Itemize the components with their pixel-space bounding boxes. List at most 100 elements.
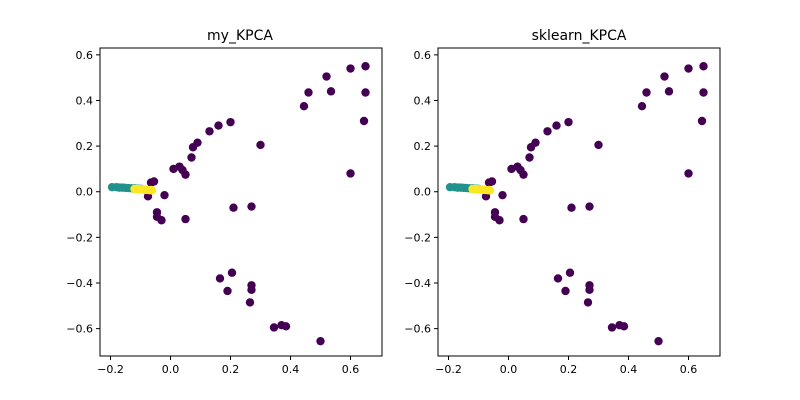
scatter-point-series-2-12 [147, 186, 157, 195]
scatter-point-series-0-5 [642, 88, 651, 97]
x-tick-label: −0.2 [435, 363, 462, 376]
subplot-title: sklearn_KPCA [532, 28, 627, 44]
scatter-point-series-0-33 [585, 285, 594, 295]
scatter-point-series-0-8 [346, 169, 355, 178]
y-axis-ticks: −0.6 −0.4 −0.2 0.0 0.2 0.4 0.6 [404, 49, 438, 336]
y-tick-label: −0.6 [66, 323, 93, 336]
scatter-point-series-0-2 [361, 88, 370, 97]
x-tick-label: 0.6 [680, 363, 698, 376]
y-tick-label: −0.4 [404, 277, 431, 290]
scatter-point-series-0-4 [664, 87, 674, 96]
scatter-point-series-0-6 [299, 101, 309, 111]
scatter-point-series-0-11 [214, 121, 223, 130]
y-tick-label: 0.0 [76, 186, 94, 199]
scatter-point-series-0-37 [281, 322, 291, 331]
scatter-point-series-0-21 [247, 202, 256, 211]
y-tick-label: −0.2 [66, 231, 93, 244]
y-tick-label: 0.6 [76, 49, 94, 62]
scatter-point-series-0-3 [322, 72, 331, 81]
y-axis-ticks: −0.6 −0.4 −0.2 0.0 0.2 0.4 0.6 [66, 49, 100, 336]
scatter-point-series-0-15 [187, 153, 196, 162]
x-tick-label: 0.6 [342, 363, 360, 376]
scatter-point-series-0-21 [585, 202, 594, 211]
scatter-point-series-0-31 [227, 268, 237, 277]
scatter-point-series-0-35 [245, 298, 255, 307]
scatter-point-series-0-39 [654, 336, 663, 346]
scatter-point-series-0-34 [223, 286, 232, 296]
points-layer [107, 62, 370, 346]
scatter-point-series-0-10 [564, 117, 573, 127]
scatter-point-series-0-18 [169, 164, 178, 174]
scatter-point-series-0-8 [684, 169, 693, 178]
scatter-point-series-0-5 [304, 88, 313, 97]
scatter-point-series-0-4 [326, 87, 336, 96]
y-tick-label: 0.2 [414, 140, 432, 153]
y-tick-label: 0.4 [414, 94, 432, 107]
scatter-point-series-0-0 [361, 62, 370, 71]
scatter-point-series-0-28 [484, 178, 494, 187]
y-tick-label: 0.0 [414, 186, 432, 199]
axes-frame [437, 47, 721, 357]
subplot-my-kpca: my_KPCA −0.2 0.0 0.2 0.4 0.6 −0.6 −0.4 −0.2 0.0… [66, 28, 383, 376]
scatter-point-series-0-35 [583, 298, 593, 307]
scatter-point-series-0-14 [526, 143, 536, 152]
axes-frame [99, 47, 383, 357]
x-tick-label: 0.4 [282, 363, 300, 376]
x-tick-label: −0.2 [97, 363, 124, 376]
scatter-point-series-0-22 [160, 190, 169, 200]
scatter-point-series-0-1 [684, 64, 693, 73]
y-tick-label: 0.6 [414, 49, 432, 62]
x-tick-label: 0.0 [500, 363, 518, 376]
x-axis-ticks: −0.2 0.0 0.2 0.4 0.6 [435, 356, 697, 376]
x-tick-label: 0.2 [222, 363, 240, 376]
y-tick-label: −0.4 [66, 277, 93, 290]
scatter-point-series-0-25 [495, 216, 504, 225]
scatter-point-series-0-19 [181, 170, 190, 179]
scatter-point-series-0-38 [269, 323, 279, 332]
scatter-point-series-0-25 [157, 216, 166, 225]
scatter-point-series-0-28 [146, 178, 156, 187]
scatter-point-series-0-7 [697, 116, 707, 126]
scatter-point-series-0-9 [594, 140, 603, 150]
scatter-point-series-0-34 [561, 286, 570, 296]
scatter-point-series-0-39 [316, 336, 325, 346]
scatter-point-series-0-7 [359, 116, 369, 126]
scatter-point-series-0-18 [507, 164, 516, 174]
scatter-point-series-0-2 [699, 88, 708, 97]
scatter-point-series-0-38 [607, 323, 617, 332]
scatter-point-series-0-0 [699, 62, 708, 71]
scatter-point-series-0-31 [565, 268, 575, 277]
scatter-point-series-0-20 [567, 203, 576, 212]
scatter-point-series-2-12 [485, 186, 495, 195]
scatter-point-series-0-12 [205, 127, 214, 136]
scatter-point-series-0-37 [619, 322, 629, 331]
scatter-point-series-0-11 [552, 121, 561, 130]
y-tick-label: 0.4 [76, 94, 94, 107]
x-axis-ticks: −0.2 0.0 0.2 0.4 0.6 [97, 356, 359, 376]
scatter-point-series-0-33 [247, 285, 256, 295]
scatter-point-series-0-19 [519, 170, 528, 179]
scatter-point-series-0-26 [519, 214, 528, 224]
scatter-point-series-0-15 [525, 153, 534, 162]
scatter-point-series-0-12 [543, 127, 552, 136]
scatter-point-series-0-6 [637, 101, 647, 111]
scatter-point-series-0-20 [229, 203, 238, 212]
x-tick-label: 0.2 [560, 363, 578, 376]
scatter-point-series-0-30 [553, 274, 563, 283]
scatter-point-series-0-30 [215, 274, 225, 283]
y-tick-label: −0.2 [404, 231, 431, 244]
y-tick-label: −0.6 [404, 323, 431, 336]
y-tick-label: 0.2 [76, 140, 94, 153]
x-tick-label: 0.0 [162, 363, 180, 376]
scatter-point-series-0-10 [226, 117, 235, 127]
scatter-point-series-0-3 [660, 72, 669, 81]
subplot-title: my_KPCA [207, 28, 273, 44]
scatter-point-series-0-1 [346, 64, 355, 73]
scatter-point-series-0-22 [498, 190, 507, 200]
scatter-point-series-0-14 [188, 143, 198, 152]
scatter-point-series-0-26 [181, 214, 190, 224]
scatter-point-series-0-9 [256, 140, 265, 150]
x-tick-label: 0.4 [620, 363, 638, 376]
